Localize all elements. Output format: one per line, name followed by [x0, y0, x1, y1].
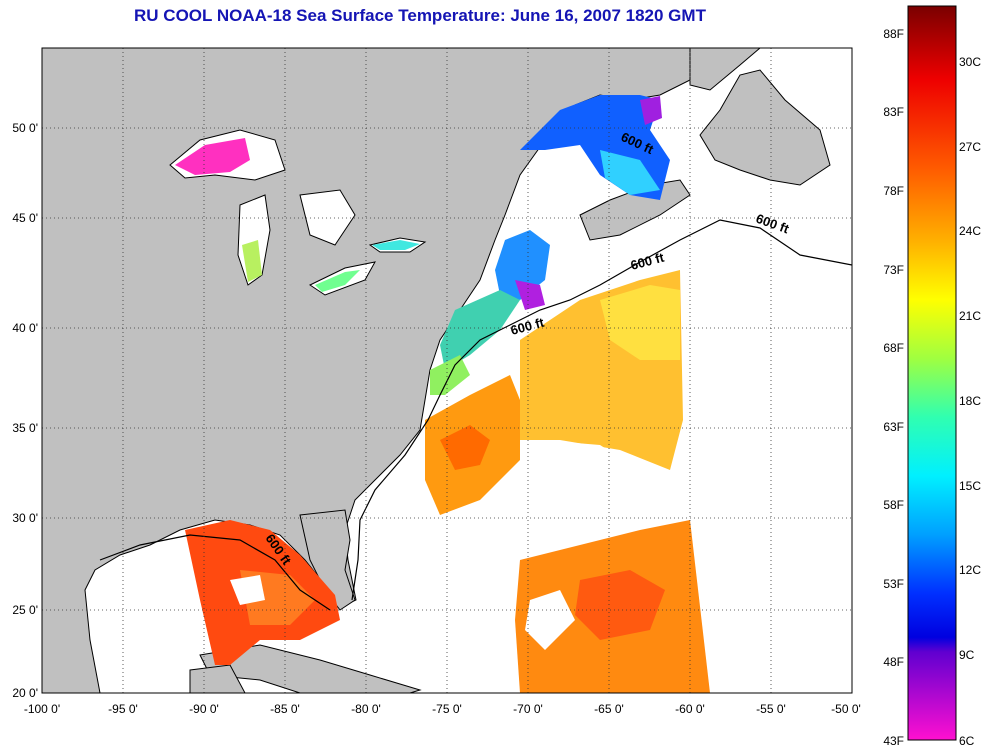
lat-label: 45 0'	[12, 211, 38, 225]
lat-label: 20 0'	[12, 686, 38, 700]
fahrenheit-label: 58F	[883, 498, 904, 512]
fahrenheit-label: 63F	[883, 420, 904, 434]
fahrenheit-label: 83F	[883, 105, 904, 119]
colorbar-celsius-labels: 30C 27C 24C 21C 18C 15C 12C 9C 6C	[959, 55, 981, 748]
lat-label: 40 0'	[12, 321, 38, 335]
fahrenheit-label: 73F	[883, 263, 904, 277]
lat-label: 35 0'	[12, 421, 38, 435]
lat-axis: 50 0' 45 0' 40 0' 35 0' 30 0' 25 0' 20 0…	[12, 121, 38, 700]
map-plot-area	[42, 48, 852, 693]
celsius-label: 27C	[959, 140, 981, 154]
lon-axis: -100 0' -95 0' -90 0' -85 0' -80 0' -75 …	[24, 702, 861, 716]
lon-label: -95 0'	[108, 702, 138, 716]
lon-label: -55 0'	[756, 702, 786, 716]
fahrenheit-label: 53F	[883, 577, 904, 591]
lat-label: 30 0'	[12, 511, 38, 525]
lon-label: -50 0'	[831, 702, 861, 716]
colorbar: 88F 83F 78F 73F 68F 63F 58F 53F 48F 43F …	[883, 6, 981, 748]
celsius-label: 18C	[959, 394, 981, 408]
celsius-label: 21C	[959, 309, 981, 323]
sst-map: 600 ft 600 ft 600 ft 600 ft 600 ft 50 0'…	[0, 0, 984, 754]
fahrenheit-label: 78F	[883, 184, 904, 198]
fahrenheit-label: 68F	[883, 341, 904, 355]
lon-label: -85 0'	[270, 702, 300, 716]
lon-label: -100 0'	[24, 702, 60, 716]
lat-label: 25 0'	[12, 603, 38, 617]
celsius-label: 15C	[959, 479, 981, 493]
lon-label: -90 0'	[189, 702, 219, 716]
celsius-label: 9C	[959, 648, 975, 662]
lon-label: -80 0'	[351, 702, 381, 716]
lon-label: -75 0'	[432, 702, 462, 716]
celsius-label: 30C	[959, 55, 981, 69]
celsius-label: 24C	[959, 224, 981, 238]
fahrenheit-label: 43F	[883, 734, 904, 748]
lon-label: -65 0'	[594, 702, 624, 716]
celsius-label: 12C	[959, 563, 981, 577]
colorbar-gradient	[908, 6, 956, 740]
lat-label: 50 0'	[12, 121, 38, 135]
fahrenheit-label: 48F	[883, 655, 904, 669]
lon-label: -60 0'	[675, 702, 705, 716]
colorbar-fahrenheit-labels: 88F 83F 78F 73F 68F 63F 58F 53F 48F 43F	[883, 27, 904, 748]
lon-label: -70 0'	[513, 702, 543, 716]
celsius-label: 6C	[959, 734, 975, 748]
fahrenheit-label: 88F	[883, 27, 904, 41]
